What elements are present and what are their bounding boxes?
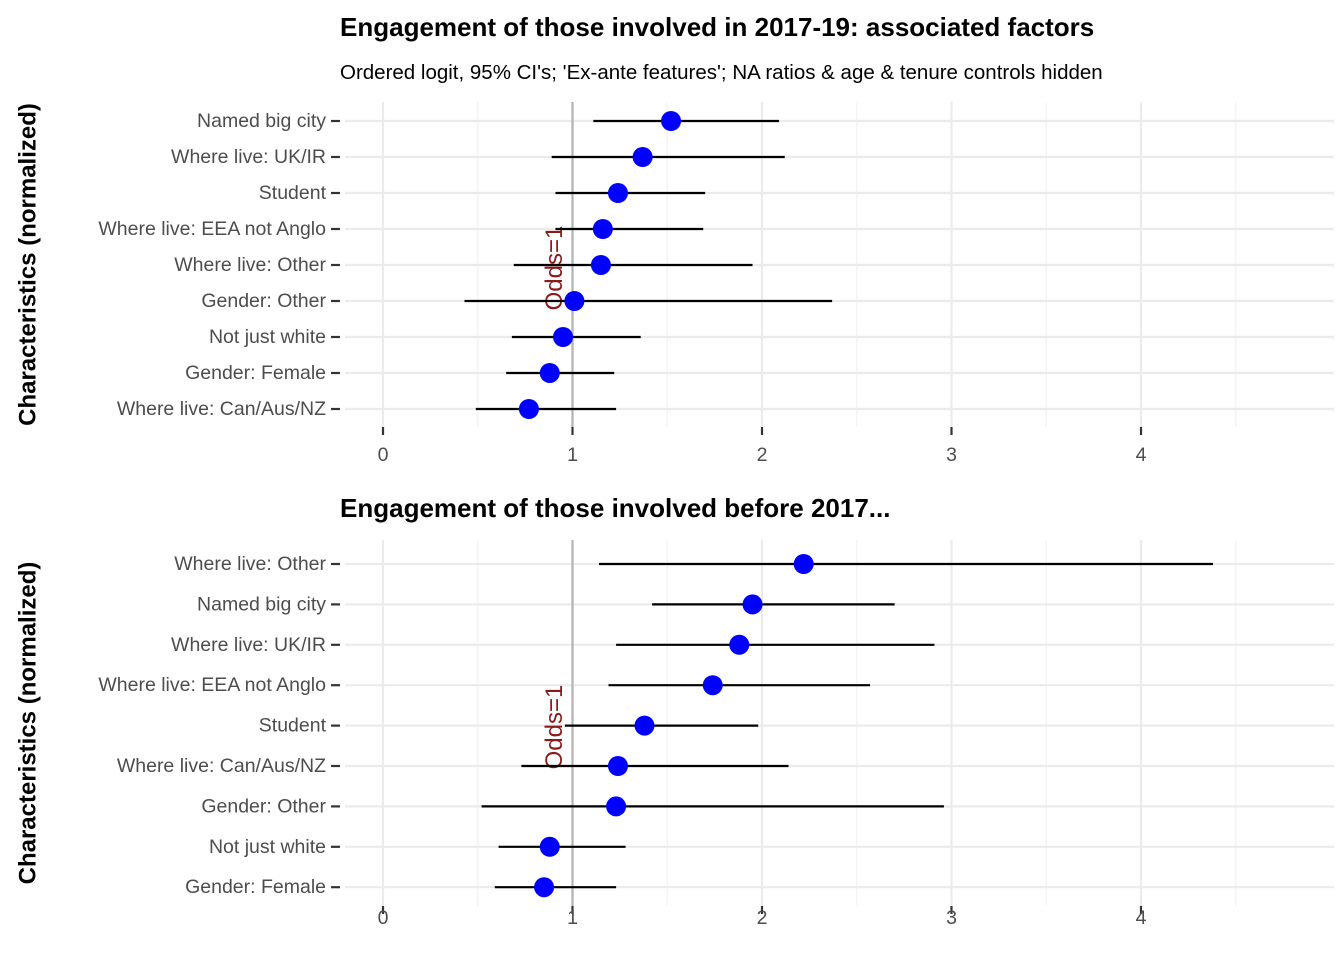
category-label: Where live: UK/IR xyxy=(171,146,326,168)
estimate-point xyxy=(590,255,611,275)
estimate-point xyxy=(592,219,613,239)
category-label: Not just white xyxy=(209,836,326,858)
category-label: Gender: Other xyxy=(201,290,326,312)
category-label: Gender: Other xyxy=(201,795,326,817)
estimate-point xyxy=(553,327,574,347)
estimate-point xyxy=(564,291,585,311)
chart-title: Engagement of those involved before 2017… xyxy=(340,493,890,523)
category-label: Where live: EEA not Anglo xyxy=(98,674,326,696)
chart-title: Engagement of those involved in 2017-19:… xyxy=(340,12,1094,42)
estimate-point xyxy=(661,111,682,131)
estimate-point xyxy=(793,554,814,574)
x-tick-label: 3 xyxy=(946,907,957,929)
x-tick-label: 2 xyxy=(757,907,768,929)
estimate-point xyxy=(539,363,560,383)
estimate-point xyxy=(632,147,653,167)
category-label: Not just white xyxy=(209,326,326,348)
estimate-point xyxy=(518,399,539,419)
estimate-point xyxy=(539,836,560,857)
category-label: Gender: Female xyxy=(185,876,326,898)
category-label: Student xyxy=(259,182,327,204)
category-label: Where live: Can/Aus/NZ xyxy=(117,755,326,777)
estimate-point xyxy=(702,675,723,696)
y-axis-title: Characteristics (normalized) xyxy=(15,562,42,885)
category-label: Where live: EEA not Anglo xyxy=(98,218,326,240)
x-tick-label: 0 xyxy=(378,444,389,466)
x-tick-label: 1 xyxy=(567,907,578,929)
estimate-point xyxy=(607,756,628,776)
y-axis-title: Characteristics (normalized) xyxy=(15,103,42,426)
chart-subtitle: Ordered logit, 95% CI's; 'Ex-ante featur… xyxy=(340,61,1103,84)
reference-line-label: Odds=1 xyxy=(541,226,568,311)
x-tick-label: 2 xyxy=(757,444,768,466)
x-tick-label: 0 xyxy=(378,907,389,929)
category-label: Where live: UK/IR xyxy=(171,634,326,656)
estimate-point xyxy=(742,594,763,615)
estimate-point xyxy=(607,183,628,203)
estimate-point xyxy=(534,877,555,898)
category-label: Named big city xyxy=(197,110,326,132)
estimate-point xyxy=(606,796,627,817)
x-tick-label: 4 xyxy=(1136,907,1147,929)
x-tick-label: 4 xyxy=(1136,444,1147,466)
category-label: Named big city xyxy=(197,593,326,615)
x-tick-label: 1 xyxy=(567,444,578,466)
panel-1: Engagement of those involved in 2017-19:… xyxy=(15,12,1334,466)
category-label: Where live: Can/Aus/NZ xyxy=(117,398,326,420)
x-tick-label: 3 xyxy=(946,444,957,466)
estimate-point xyxy=(729,634,750,655)
category-label: Where live: Other xyxy=(174,254,326,276)
category-label: Gender: Female xyxy=(185,362,326,384)
category-label: Student xyxy=(259,715,327,737)
estimate-point xyxy=(634,715,655,736)
reference-line-label: Odds=1 xyxy=(541,685,568,770)
category-label: Where live: Other xyxy=(174,553,326,575)
panel-2: Engagement of those involved before 2017… xyxy=(15,493,1334,929)
